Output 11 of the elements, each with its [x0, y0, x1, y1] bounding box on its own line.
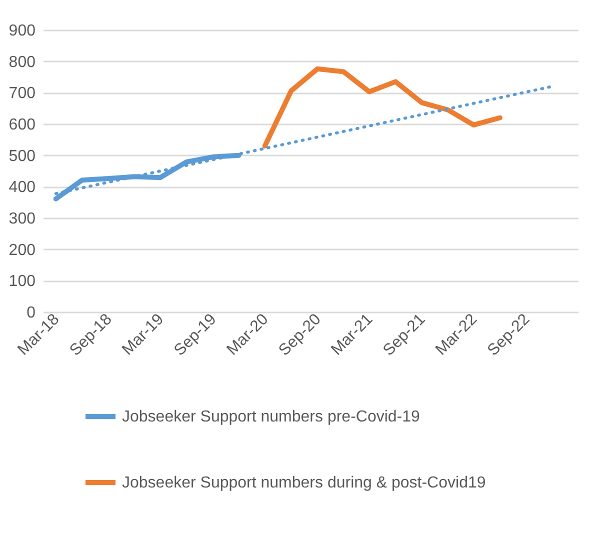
y-tick-label: 300: [8, 210, 36, 228]
y-tick-label: 400: [8, 179, 36, 196]
y-tick-label: 100: [8, 273, 36, 290]
y-tick-label: 700: [8, 85, 36, 102]
y-tick-label: 800: [8, 54, 36, 71]
y-tick-label: 900: [8, 22, 36, 40]
y-tick-label: 600: [8, 116, 36, 134]
legend-label: Jobseeker Support numbers during & post-Covid19: [122, 474, 486, 492]
y-tick-label: 200: [8, 242, 36, 259]
legend-label: Jobseeker Support numbers pre-Covid-19: [122, 408, 420, 426]
y-tick-label: 500: [8, 148, 36, 165]
